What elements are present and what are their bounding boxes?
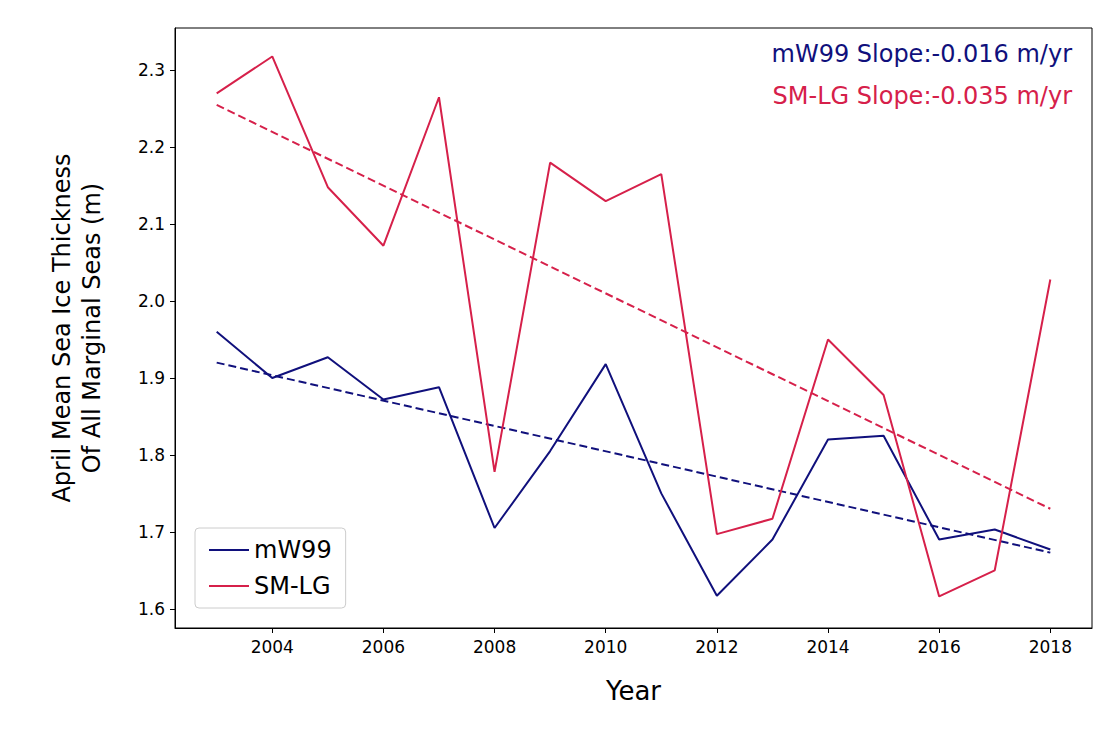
svg-text:2008: 2008 [473,637,516,657]
svg-text:Of All Marginal Seas (m): Of All Marginal Seas (m) [78,183,106,473]
svg-text:1.6: 1.6 [138,599,165,619]
svg-text:2.3: 2.3 [138,60,165,80]
svg-text:2006: 2006 [362,637,405,657]
svg-text:mW99 Slope:-0.016 m/yr: mW99 Slope:-0.016 m/yr [772,40,1073,68]
svg-text:2.0: 2.0 [138,291,165,311]
svg-text:SM-LG: SM-LG [254,572,331,600]
svg-text:2004: 2004 [251,637,294,657]
svg-text:April Mean Sea Ice Thickness: April Mean Sea Ice Thickness [48,153,76,502]
svg-text:2016: 2016 [918,637,961,657]
svg-text:1.8: 1.8 [138,445,165,465]
svg-text:mW99: mW99 [254,536,332,564]
svg-text:Year: Year [605,676,661,706]
svg-text:2018: 2018 [1029,637,1072,657]
svg-text:2014: 2014 [806,637,849,657]
svg-text:2.1: 2.1 [138,214,165,234]
svg-text:1.9: 1.9 [138,368,165,388]
svg-text:2010: 2010 [584,637,627,657]
svg-text:1.7: 1.7 [138,522,165,542]
svg-text:2012: 2012 [695,637,738,657]
svg-text:SM-LG Slope:-0.035 m/yr: SM-LG Slope:-0.035 m/yr [773,82,1073,110]
svg-text:2.2: 2.2 [138,137,165,157]
